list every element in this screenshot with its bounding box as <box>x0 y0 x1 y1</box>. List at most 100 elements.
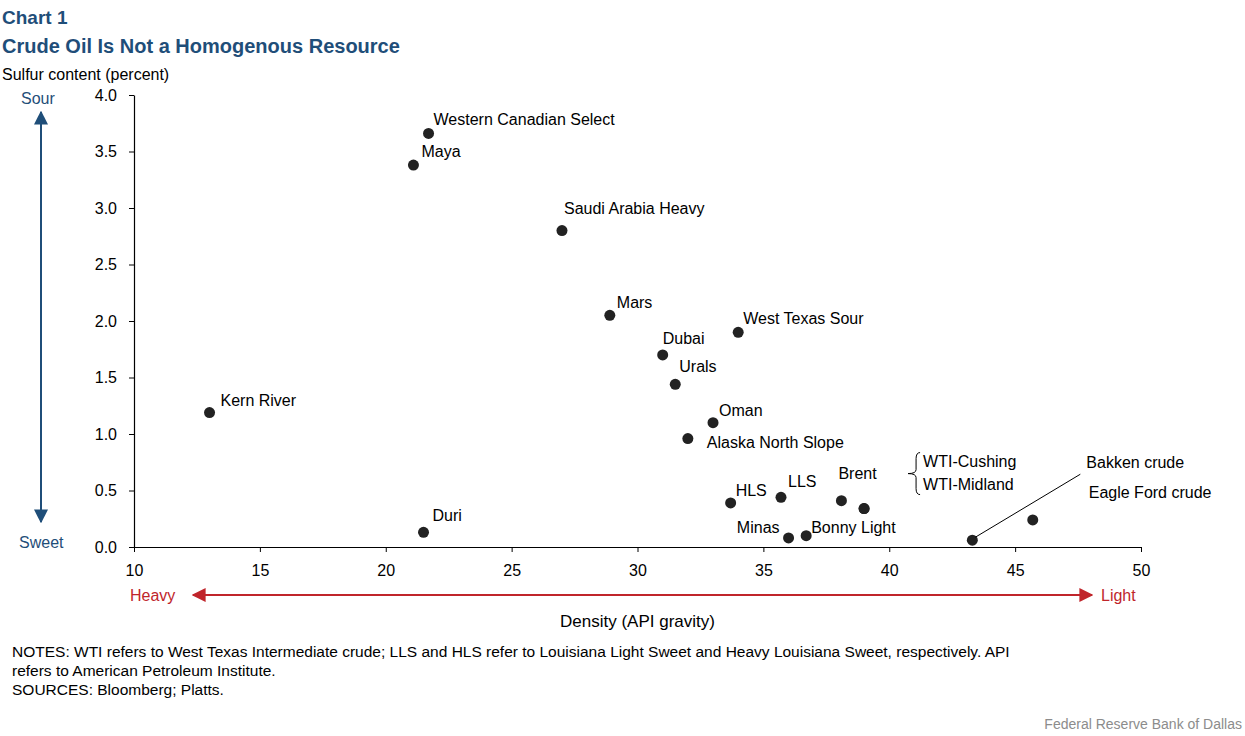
point-label: Kern River <box>221 392 297 409</box>
source: SOURCES: Bloomberg; Platts. <box>12 681 224 698</box>
y-tick: 2.0 <box>95 313 134 330</box>
tick-label: 2.5 <box>95 256 117 273</box>
point <box>556 225 567 236</box>
y-tick: 1.0 <box>95 426 134 443</box>
chart-subtitle: Crude Oil Is Not a Homogenous Resource <box>2 35 400 57</box>
point <box>859 503 870 514</box>
annotation: Sour <box>21 90 55 107</box>
tick-label: 4.0 <box>95 87 117 104</box>
point-label: HLS <box>736 482 767 499</box>
tick-mark <box>1015 547 1016 552</box>
point-label: Saudi Arabia Heavy <box>564 200 705 217</box>
point-label: Mars <box>617 294 653 311</box>
annotation: Light <box>1101 587 1136 604</box>
point-label: WTI-Cushing <box>923 453 1016 470</box>
tick-mark <box>638 547 639 552</box>
x-tick: 10 <box>126 547 144 579</box>
tick-mark <box>129 547 134 548</box>
tick-mark <box>129 434 134 435</box>
tick-mark <box>512 547 513 552</box>
y-tick: 3.0 <box>95 200 134 217</box>
points <box>204 128 1038 546</box>
point <box>418 527 429 538</box>
label-brace <box>908 453 920 495</box>
point <box>836 495 847 506</box>
point-label: Eagle Ford crude <box>1089 484 1212 501</box>
tick-label: 20 <box>377 562 395 579</box>
tick-label: 2.0 <box>95 313 117 330</box>
point <box>657 349 668 360</box>
point-label: Maya <box>421 143 460 160</box>
point-label: Western Canadian Select <box>434 111 616 128</box>
point-label: West Texas Sour <box>743 310 864 327</box>
x-tick: 40 <box>881 547 899 579</box>
point-label: Urals <box>679 358 716 375</box>
tick-label: 10 <box>126 562 144 579</box>
y-tick: 2.5 <box>95 256 134 273</box>
tick-mark <box>129 321 134 322</box>
tick-label: 3.0 <box>95 200 117 217</box>
tick-mark <box>889 547 890 552</box>
point-label: Minas <box>737 519 780 536</box>
tick-label: 15 <box>251 562 269 579</box>
tick-mark <box>386 547 387 552</box>
x-tick: 35 <box>755 547 773 579</box>
x-axis: 101520253035404550 <box>126 547 1151 579</box>
note: refers to American Petroleum Institute. <box>12 662 276 679</box>
credit: Federal Reserve Bank of Dallas <box>1044 716 1242 732</box>
tick-label: 0.0 <box>95 539 117 556</box>
tick-label: 1.0 <box>95 426 117 443</box>
x-tick: 30 <box>629 547 647 579</box>
tick-label: 35 <box>755 562 773 579</box>
point <box>204 407 215 418</box>
point-label: Oman <box>719 402 763 419</box>
point <box>423 128 434 139</box>
y-tick: 1.5 <box>95 369 134 386</box>
point-label: Duri <box>433 507 462 524</box>
tick-label: 3.5 <box>95 143 117 160</box>
y-axis-title: Sulfur content (percent) <box>2 66 169 83</box>
point-label: Alaska North Slope <box>707 434 844 451</box>
point-label: Dubai <box>663 330 705 347</box>
point <box>733 327 744 338</box>
x-tick: 50 <box>1133 547 1151 579</box>
tick-label: 0.5 <box>95 482 117 499</box>
tick-label: 45 <box>1007 562 1025 579</box>
x-tick: 15 <box>251 547 269 579</box>
point <box>670 379 681 390</box>
y-tick: 0.0 <box>95 539 134 556</box>
chart-title: Chart 1 <box>2 7 68 28</box>
y-axis: 0.0 0.5 1.0 1.5 2.0 2.5 3.0 3.5 4.0 <box>95 87 135 556</box>
tick-mark <box>129 152 134 153</box>
note: NOTES: WTI refers to West Texas Intermed… <box>12 643 1010 660</box>
x-axis-title: Density (API gravity) <box>560 612 715 631</box>
tick-mark <box>134 547 135 552</box>
tick-mark <box>129 491 134 492</box>
arrow <box>193 594 1092 596</box>
point <box>725 497 736 508</box>
point <box>783 532 794 543</box>
tick-label: 40 <box>881 562 899 579</box>
plot-area: 1015202530354045500.00.51.01.52.02.53.03… <box>95 87 1212 580</box>
point <box>604 310 615 321</box>
tick-mark <box>129 208 134 209</box>
tick-label: 30 <box>629 562 647 579</box>
point-label: Bakken crude <box>1086 454 1184 471</box>
tick-label: 1.5 <box>95 369 117 386</box>
point-labels: Western Canadian Select Maya Saudi Arabia … <box>221 111 1212 537</box>
point-label: LLS <box>788 473 816 490</box>
axis-line <box>134 96 135 548</box>
point-label: WTI-Midland <box>923 476 1014 493</box>
tick-mark <box>129 265 134 266</box>
point <box>708 417 719 428</box>
point-label: Bonny Light <box>811 519 896 536</box>
tick-mark <box>763 547 764 552</box>
point <box>775 492 786 503</box>
x-tick: 45 <box>1007 547 1025 579</box>
annotation: Sweet <box>19 534 64 551</box>
point <box>1027 514 1038 525</box>
x-tick: 20 <box>377 547 395 579</box>
y-tick: 0.5 <box>95 482 134 499</box>
tick-mark <box>129 95 134 96</box>
tick-mark <box>129 378 134 379</box>
